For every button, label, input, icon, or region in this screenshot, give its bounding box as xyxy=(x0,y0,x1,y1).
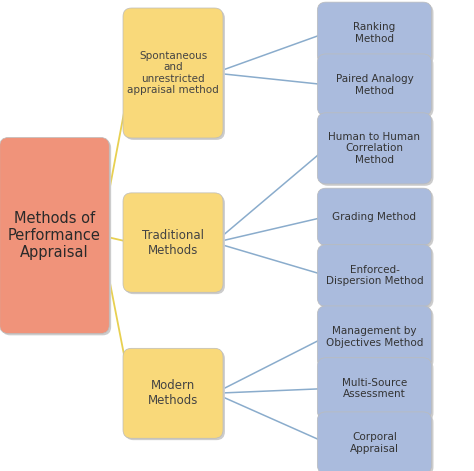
FancyBboxPatch shape xyxy=(318,2,431,64)
FancyBboxPatch shape xyxy=(125,10,225,140)
FancyBboxPatch shape xyxy=(319,56,433,118)
Text: Multi-Source
Assessment: Multi-Source Assessment xyxy=(342,378,407,399)
FancyBboxPatch shape xyxy=(318,412,431,471)
Text: Management by
Objectives Method: Management by Objectives Method xyxy=(326,326,423,348)
FancyBboxPatch shape xyxy=(318,306,431,367)
Text: Traditional
Methods: Traditional Methods xyxy=(142,228,204,257)
FancyBboxPatch shape xyxy=(318,188,431,245)
FancyBboxPatch shape xyxy=(319,4,433,65)
FancyBboxPatch shape xyxy=(125,195,225,294)
FancyBboxPatch shape xyxy=(318,245,431,307)
FancyBboxPatch shape xyxy=(319,190,433,247)
FancyBboxPatch shape xyxy=(318,358,431,419)
Text: Methods of
Performance
Appraisal: Methods of Performance Appraisal xyxy=(8,211,101,260)
Text: Human to Human
Correlation
Method: Human to Human Correlation Method xyxy=(328,132,420,165)
FancyBboxPatch shape xyxy=(0,138,109,333)
Text: Grading Method: Grading Method xyxy=(332,211,417,222)
FancyBboxPatch shape xyxy=(318,54,431,116)
Text: Corporal
Appraisal: Corporal Appraisal xyxy=(350,432,399,454)
FancyBboxPatch shape xyxy=(2,139,111,335)
Text: Ranking
Method: Ranking Method xyxy=(353,22,396,44)
FancyBboxPatch shape xyxy=(123,349,223,438)
FancyBboxPatch shape xyxy=(319,360,433,421)
FancyBboxPatch shape xyxy=(319,308,433,369)
FancyBboxPatch shape xyxy=(319,114,433,186)
FancyBboxPatch shape xyxy=(319,247,433,309)
FancyBboxPatch shape xyxy=(319,414,433,471)
FancyBboxPatch shape xyxy=(123,193,223,292)
Text: Spontaneous
and
unrestricted
appraisal method: Spontaneous and unrestricted appraisal m… xyxy=(127,50,219,96)
Text: Modern
Methods: Modern Methods xyxy=(148,379,198,407)
FancyBboxPatch shape xyxy=(123,8,223,138)
Text: Paired Analogy
Method: Paired Analogy Method xyxy=(336,74,413,96)
FancyBboxPatch shape xyxy=(318,113,431,184)
FancyBboxPatch shape xyxy=(125,350,225,440)
Text: Enforced-
Dispersion Method: Enforced- Dispersion Method xyxy=(326,265,423,286)
